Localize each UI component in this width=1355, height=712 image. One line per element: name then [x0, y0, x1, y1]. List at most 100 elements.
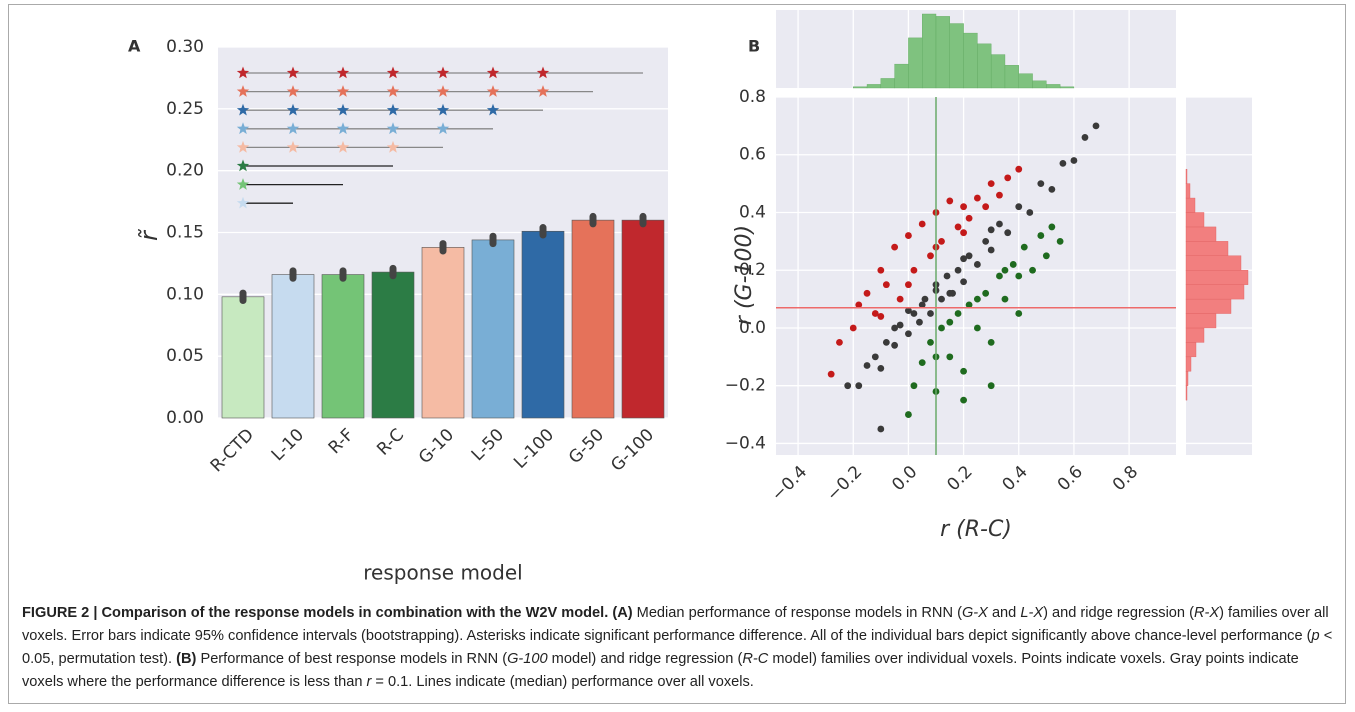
significance-star	[436, 85, 450, 97]
caption-part: = 0.1. Lines indicate (median) performan…	[371, 674, 754, 690]
y-tick-label: 0.05	[166, 346, 204, 366]
scatter-point	[982, 237, 990, 245]
scatter-point	[827, 370, 835, 378]
histogram-bar	[1185, 241, 1229, 256]
caption-part: model) families over individual voxels. …	[22, 651, 1299, 690]
histogram-bar	[1185, 284, 1245, 300]
scatter-point	[960, 255, 967, 263]
scatter-point	[965, 252, 973, 260]
caption-part: L-X	[1020, 605, 1044, 621]
scatter-point	[996, 272, 1003, 280]
y-tick-label: −0.2	[725, 376, 766, 396]
scatter-point	[1026, 209, 1034, 216]
significance-star	[236, 122, 250, 135]
scatter-point	[973, 295, 981, 303]
scatter-point	[1029, 266, 1036, 274]
x-tick-label: G-100	[607, 425, 658, 476]
scatter-point	[918, 220, 926, 228]
y-tick-label: 0.8	[739, 87, 766, 107]
histogram-bar	[1004, 65, 1019, 89]
y-tick-label: 0.20	[166, 161, 204, 181]
histogram-bar	[1185, 342, 1197, 358]
bar	[571, 219, 615, 419]
histogram-bar	[1185, 313, 1217, 329]
scatter-point	[1042, 252, 1050, 260]
bar	[421, 247, 465, 419]
caption-part: < 0.05, permutation test).	[22, 628, 1333, 667]
y-tick-label: 0.10	[166, 284, 204, 304]
scatter-point	[891, 324, 899, 332]
histogram-bar	[1185, 197, 1196, 213]
histogram-bar	[1185, 270, 1249, 285]
scatter-point	[996, 191, 1003, 199]
scatter-point	[1056, 237, 1064, 245]
scatter-point	[910, 310, 918, 317]
scatter-point	[938, 295, 945, 303]
significance-star	[286, 122, 300, 135]
caption-part: ) families over all voxels. Error bars i…	[22, 605, 1329, 644]
scatter-point	[918, 359, 926, 367]
y-tick-label: 0.6	[739, 145, 766, 165]
x-axis-title: r (R-C)	[940, 517, 1012, 542]
scatter-point	[910, 266, 918, 274]
scatter-point	[905, 281, 912, 289]
scatter-point	[855, 382, 863, 390]
y-tick-label: 0.2	[739, 260, 766, 280]
scatter-point	[960, 367, 967, 375]
scatter-point	[982, 289, 990, 297]
scatter-point	[1059, 160, 1067, 167]
histogram-bar	[1185, 168, 1188, 184]
bar	[521, 230, 565, 419]
scatter-point	[877, 313, 885, 320]
y-tick-label: 0.15	[166, 223, 204, 243]
scatter-point	[863, 289, 871, 297]
scatter-point	[973, 324, 981, 332]
scatter-point	[1004, 174, 1012, 182]
scatter-point	[1048, 223, 1056, 231]
scatter-point	[849, 324, 857, 332]
scatter-point	[996, 220, 1003, 228]
caption-part: p	[1311, 628, 1320, 644]
panel-label: A	[128, 37, 141, 56]
scatter-point	[946, 289, 954, 297]
caption-part: (B)	[176, 651, 197, 667]
significance-star	[236, 103, 250, 116]
significance-star	[386, 103, 400, 116]
histogram-bar	[853, 86, 868, 89]
significance-star	[336, 85, 350, 97]
scatter-point	[987, 339, 995, 346]
significance-star	[236, 159, 250, 172]
scatter-point	[982, 203, 990, 211]
x-tick-label: G-50	[565, 425, 608, 468]
scatter-point	[921, 295, 929, 303]
histogram-bar	[1185, 255, 1242, 271]
scatter-point	[1001, 266, 1009, 274]
scatter-point	[877, 266, 885, 274]
histogram-bar	[949, 23, 964, 89]
bar	[471, 239, 515, 419]
significance-star	[286, 103, 300, 116]
scatter-point	[1020, 243, 1028, 251]
significance-star	[386, 66, 400, 79]
x-tick-label: 0.2	[943, 462, 976, 495]
scatter-point	[960, 396, 967, 404]
caption-part: G-X	[961, 605, 988, 621]
scatter-point	[1048, 185, 1056, 193]
histogram-bar	[894, 63, 909, 89]
scatter-point	[1037, 232, 1045, 239]
scatter-point	[1015, 272, 1023, 280]
histogram-bar	[908, 37, 923, 89]
histogram-bar	[1059, 86, 1075, 89]
significance-star	[536, 66, 550, 79]
histogram-bar	[880, 78, 895, 89]
x-tick-label: R-C	[373, 425, 408, 460]
histogram-bar	[1185, 226, 1217, 242]
scatter-point	[987, 382, 995, 390]
histogram-bar	[963, 32, 978, 89]
y-axis-title: r̃	[135, 229, 163, 241]
significance-star	[286, 66, 300, 79]
histogram-bar	[1185, 371, 1189, 386]
figure: 0.00 0.05 0.10 0.15 0.20 0.25 0.30 R-CTD L-10 R-F…	[128, 10, 1252, 585]
bar	[321, 274, 365, 419]
